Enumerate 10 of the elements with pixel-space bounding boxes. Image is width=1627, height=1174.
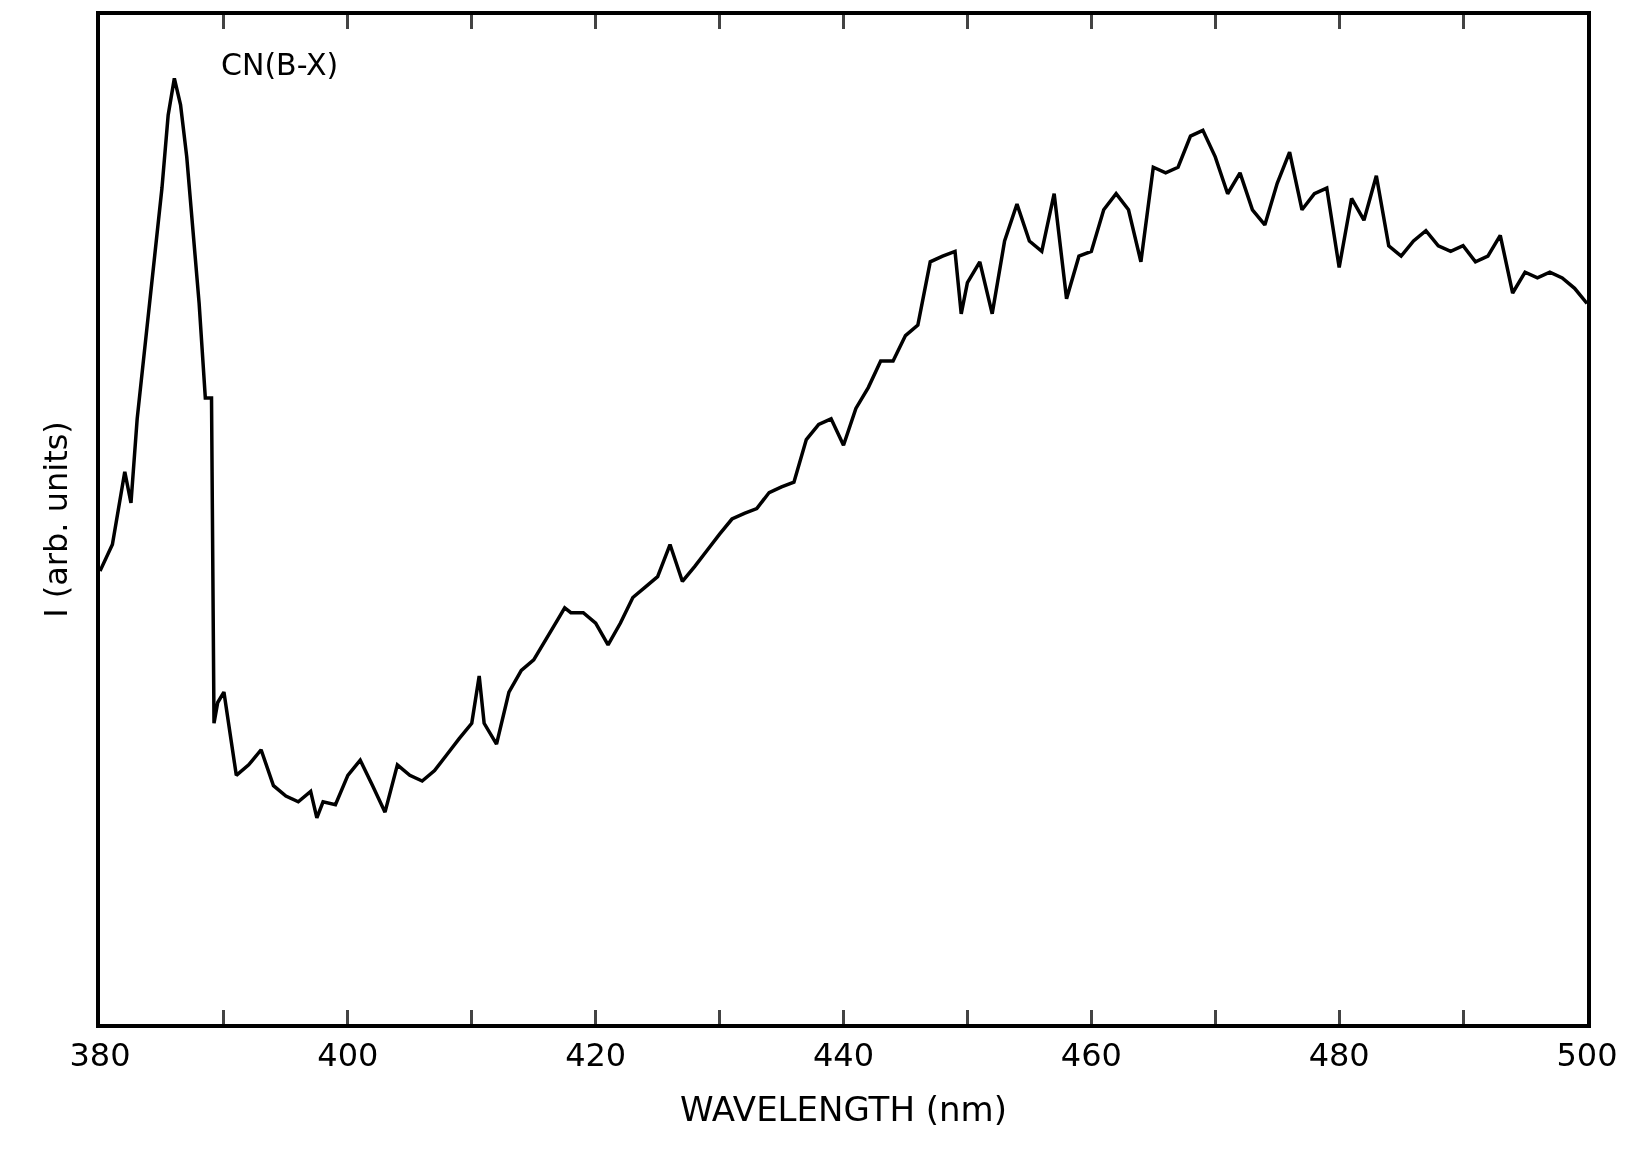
x-tick-label: 380 [69,1036,131,1075]
x-tick-label: 440 [812,1036,875,1075]
annotation: CN(B-X) [221,47,339,82]
x-tick-label: 400 [317,1036,379,1075]
x-tick-label: 420 [565,1036,627,1075]
x-tick-label: 460 [1060,1036,1122,1075]
x-axis-title: WAVELENGTH (nm) [680,1089,1007,1130]
x-tick-label: 480 [1308,1036,1370,1075]
x-tick-label: 500 [1556,1036,1618,1075]
y-axis-title: I (arb. units) [36,421,75,618]
